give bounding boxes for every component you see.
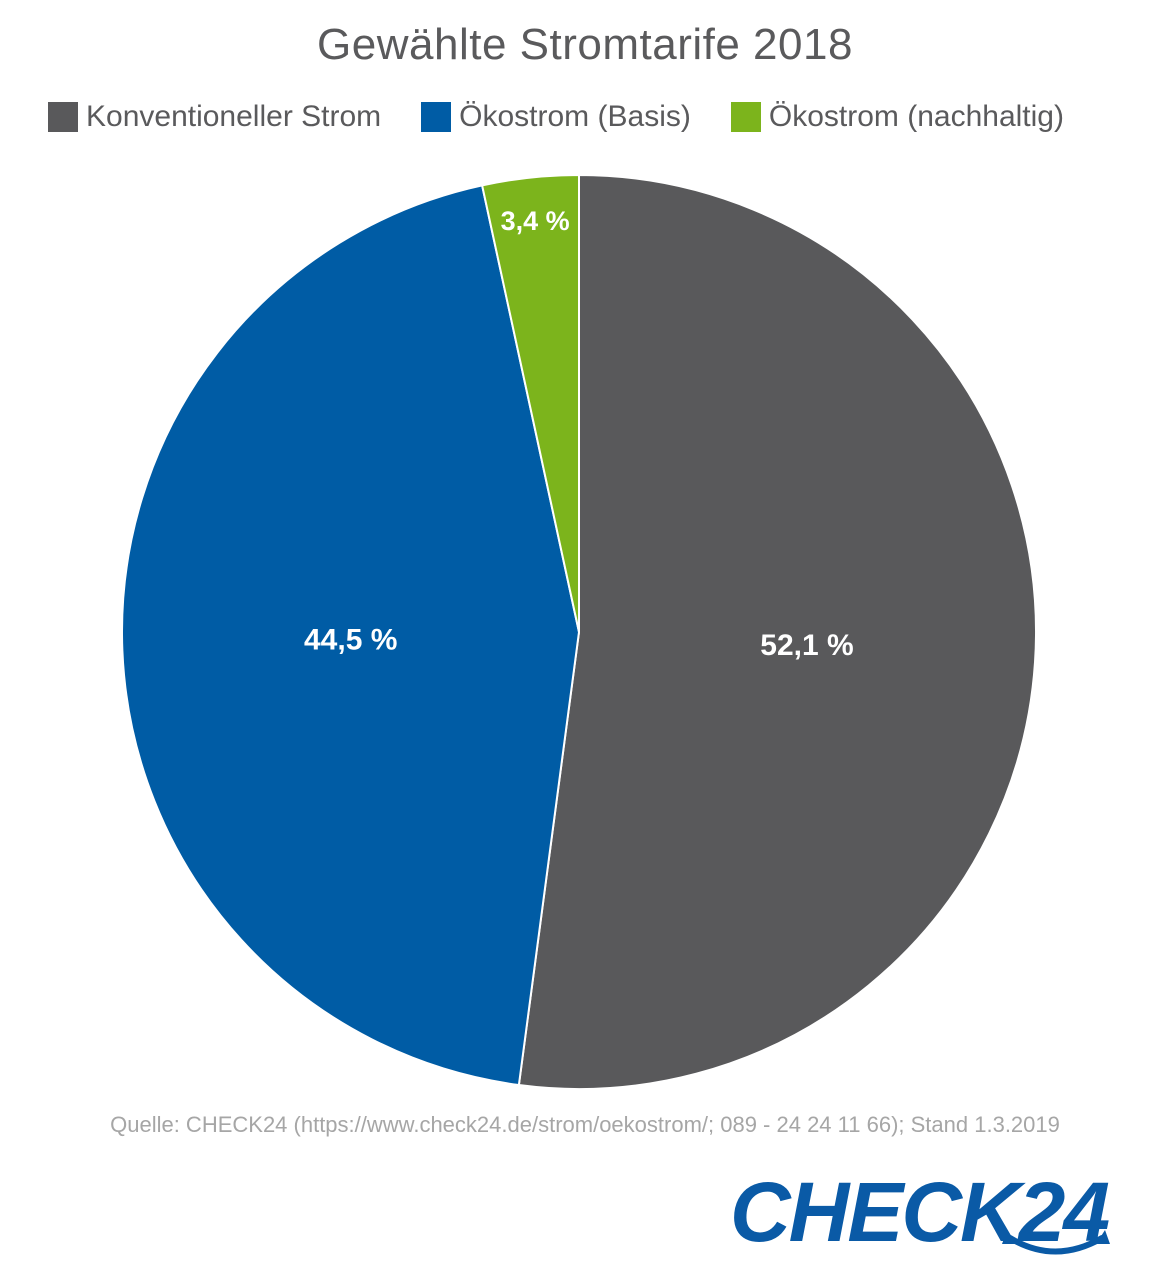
legend-item-oeko-basis: Ökostrom (Basis) [421, 100, 691, 134]
legend-label-oeko-nachhaltig: Ökostrom (nachhaltig) [768, 100, 1064, 133]
pie-slice-label-2: 3,4 % [501, 206, 570, 236]
legend-swatch-oeko-nachhaltig [730, 102, 761, 132]
legend-label-konventionell: Konventioneller Strom [86, 100, 382, 133]
check24-logo: CHECK24 [730, 1170, 1130, 1270]
legend-item-oeko-nachhaltig: Ökostrom (nachhaltig) [730, 100, 1064, 134]
legend-label-oeko-basis: Ökostrom (Basis) [459, 100, 691, 133]
legend: Konventioneller Strom Ökostrom (Basis) Ö… [48, 100, 1064, 134]
smile-arrow-icon [1002, 1230, 1110, 1255]
legend-swatch-konventionell [48, 102, 78, 132]
legend-swatch-oeko-basis [421, 102, 452, 132]
pie-slice-2 [480, 173, 580, 633]
chart-title: Gewählte Stromtarife 2018 [317, 20, 853, 69]
source-note: Quelle: CHECK24 (https://www.check24.de/… [110, 1112, 1060, 1137]
pie-slice-label-1: 44,5 % [304, 623, 397, 656]
pie-slice-0 [517, 173, 1037, 1090]
pie-slice-label-0: 52,1 % [760, 629, 853, 662]
pie-slice-1 [120, 184, 581, 1087]
logo-wordmark: CHECK24 [730, 1165, 1110, 1259]
legend-item-konventionell: Konventioneller Strom [48, 100, 381, 134]
